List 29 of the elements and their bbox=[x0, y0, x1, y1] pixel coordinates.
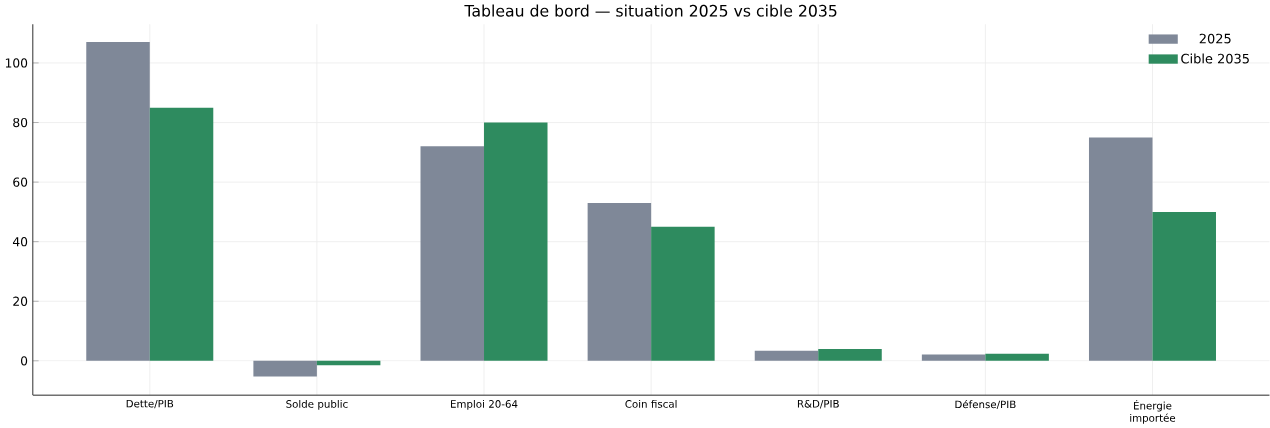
x-tick-label: Défense/PIB bbox=[955, 399, 1016, 409]
x-tick-label: Énergie importée bbox=[1130, 399, 1176, 424]
bar bbox=[1152, 211, 1216, 361]
bar bbox=[651, 226, 715, 361]
x-tick-label: Coin fiscal bbox=[625, 399, 677, 408]
bar bbox=[587, 202, 652, 361]
y-tick-label: 0 bbox=[20, 356, 28, 366]
bar bbox=[818, 348, 882, 361]
legend-label: 2025 bbox=[1199, 33, 1231, 44]
y-tick-label: 40 bbox=[12, 236, 28, 247]
bar bbox=[149, 107, 214, 361]
bar bbox=[985, 353, 1049, 361]
bar bbox=[484, 122, 548, 361]
y-tick-label: 20 bbox=[13, 296, 28, 306]
bar bbox=[921, 354, 986, 361]
chart-title: Tableau de bord — situation 2025 vs cible 2035 bbox=[464, 4, 837, 17]
x-tick-label: Solde public bbox=[286, 399, 348, 410]
y-tick-label: 60 bbox=[13, 177, 28, 187]
bar bbox=[1088, 137, 1153, 361]
bar bbox=[253, 360, 317, 377]
legend-label: Cible 2035 bbox=[1181, 53, 1249, 64]
bar bbox=[86, 41, 150, 361]
bar bbox=[420, 146, 485, 361]
bar bbox=[754, 350, 819, 361]
y-tick-label: 100 bbox=[5, 58, 28, 68]
x-tick-label: Emploi 20-64 bbox=[451, 399, 518, 410]
x-tick-label: R&D/PIB bbox=[797, 399, 839, 409]
x-tick-label: Dette/PIB bbox=[126, 399, 174, 409]
y-tick-label: 80 bbox=[13, 117, 28, 127]
